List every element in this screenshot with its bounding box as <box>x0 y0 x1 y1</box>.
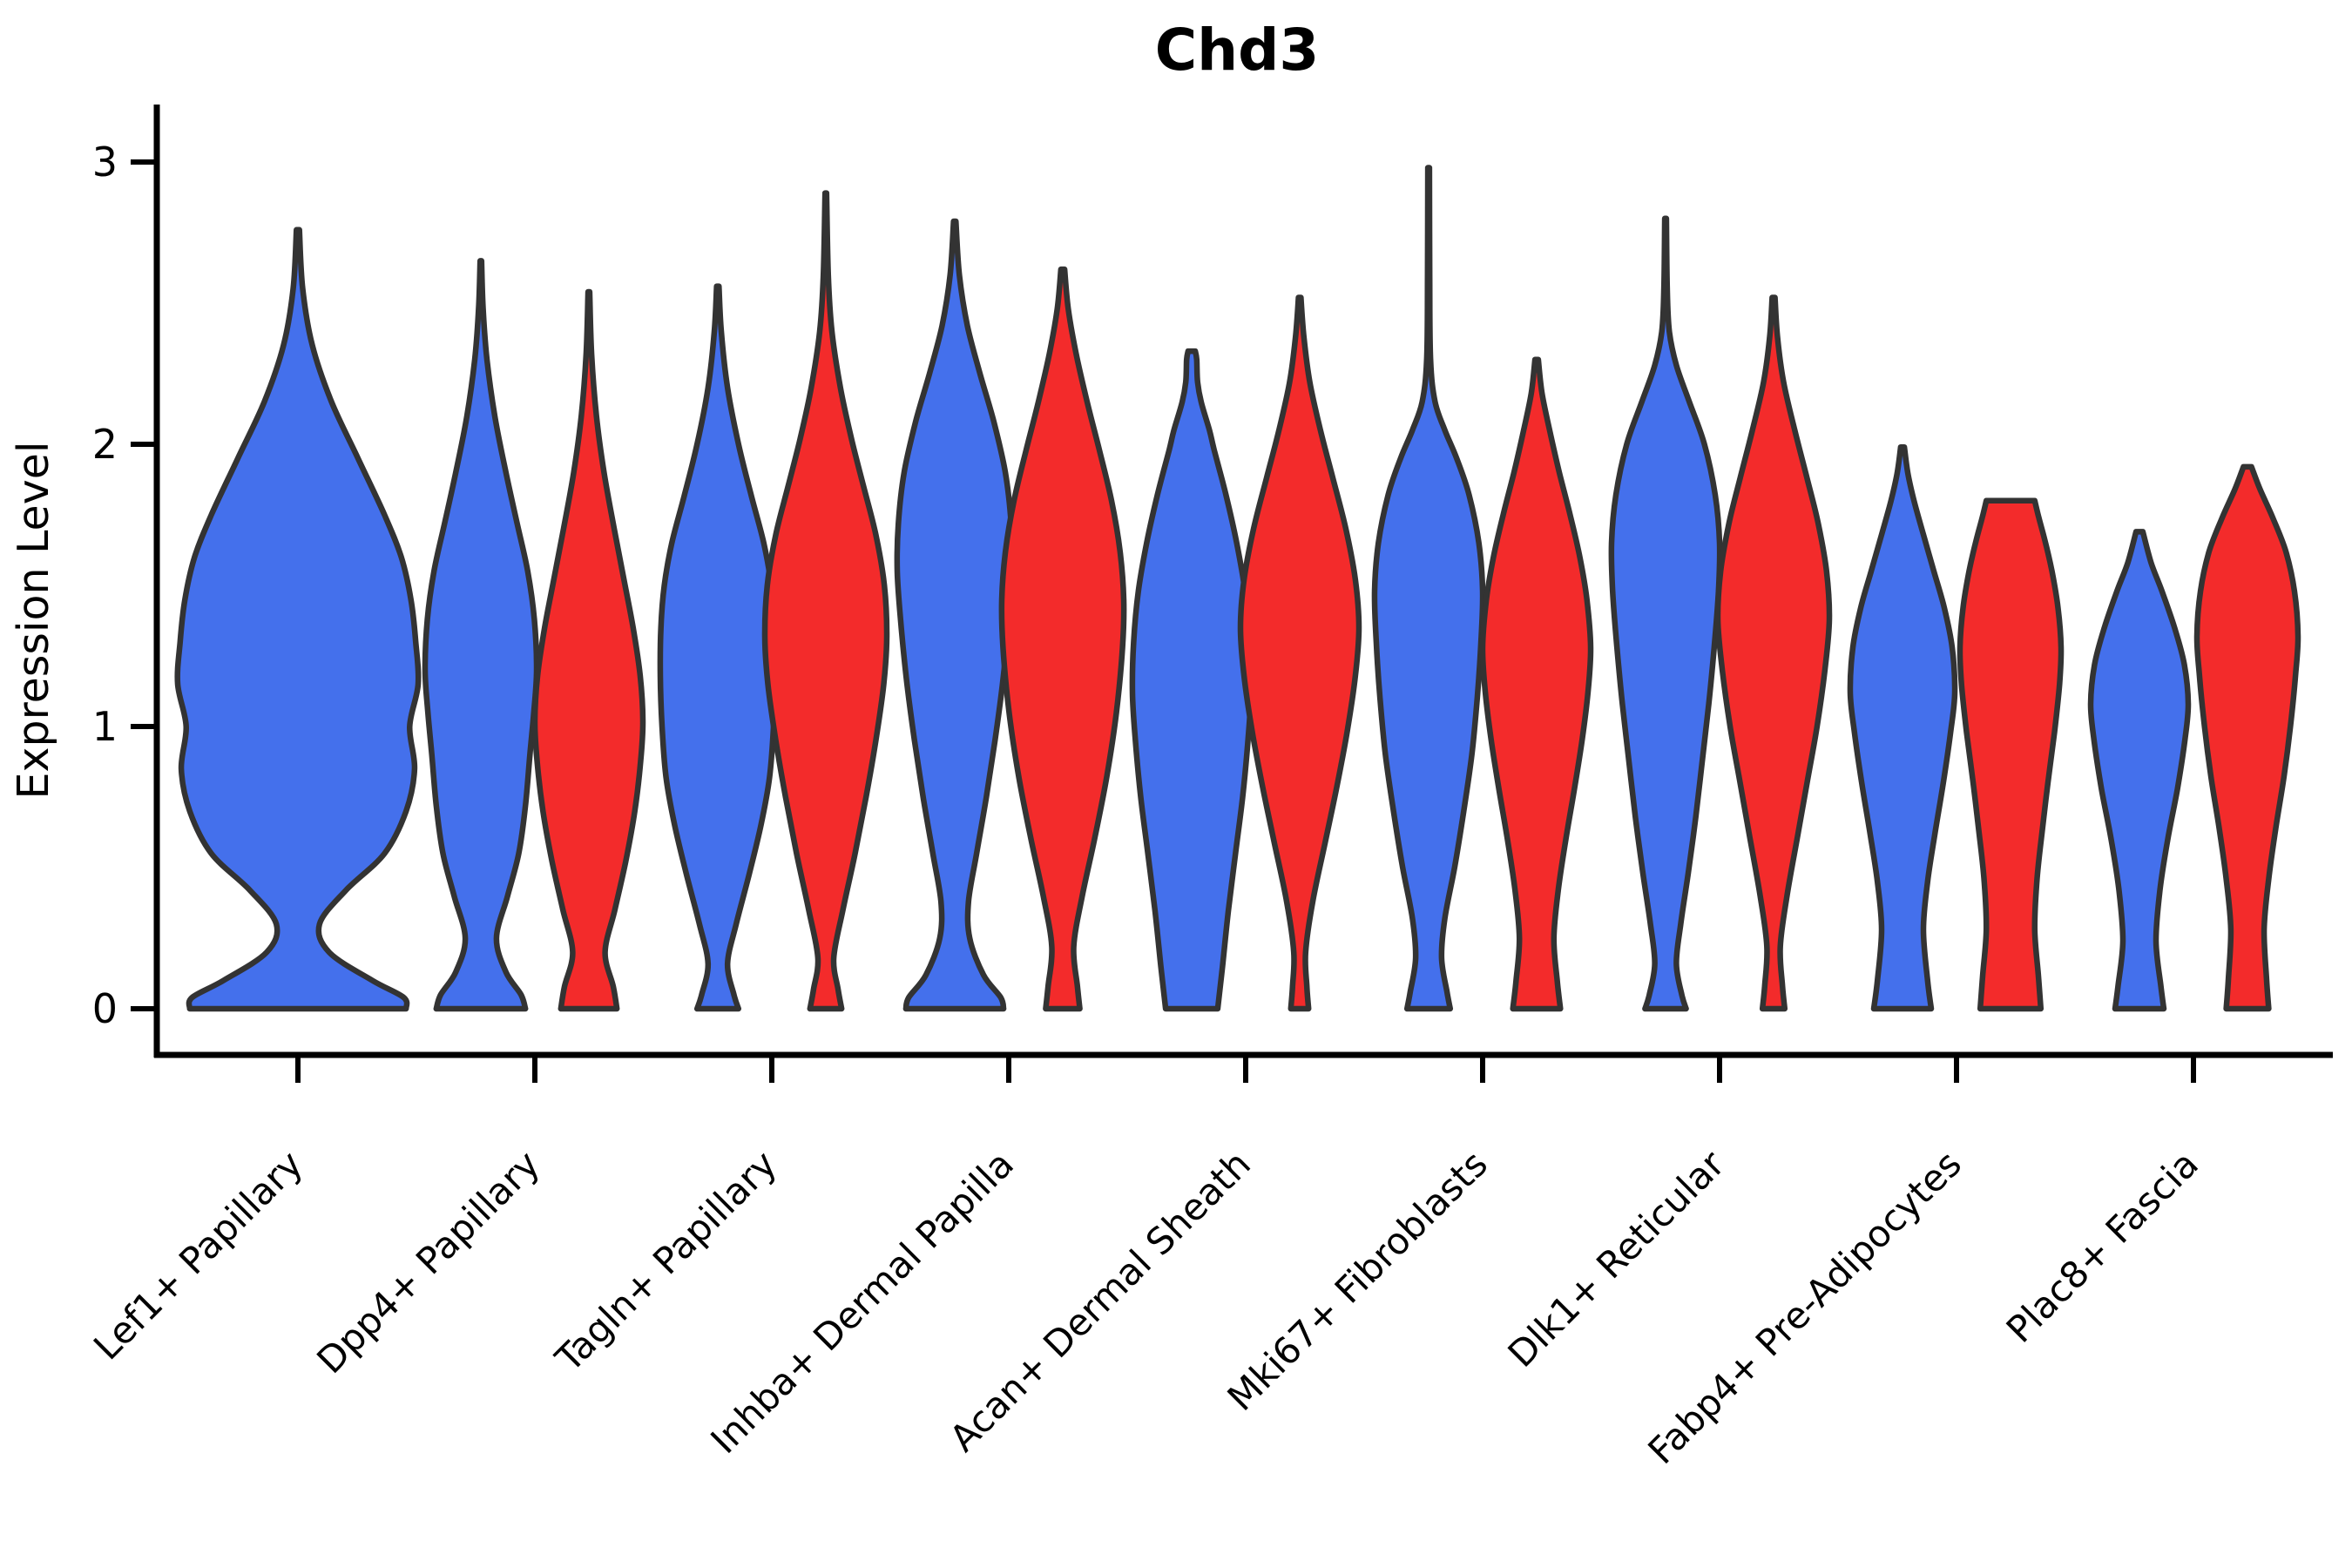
violins-layer <box>174 165 2301 1012</box>
violin-red-inhba-dermal-papilla <box>998 266 1127 1012</box>
y-tick-label: 1 <box>92 703 118 750</box>
y-tick-label: 0 <box>92 985 118 1032</box>
violin-red-mki67-fibroblasts <box>1479 356 1594 1012</box>
violin-blue-dlk1-reticular <box>1608 215 1723 1012</box>
violin-blue-fabp4-pre-adipocytes <box>1847 443 1958 1012</box>
y-tick-label: 2 <box>92 421 118 468</box>
violin-blue-tagln-papillary <box>657 283 779 1012</box>
x-tick-label-mki67-fibroblasts: Mki67+ Fibroblasts <box>1220 1142 1496 1418</box>
x-tick-label-lef1-papillary: Lef1+ Papillary <box>85 1142 311 1368</box>
violin-red-dpp4-papillary <box>531 288 646 1012</box>
violin-blue-lef1-papillary <box>174 226 422 1012</box>
violin-blue-mki67-fibroblasts <box>1371 165 1486 1012</box>
violin-blue-dpp4-papillary <box>422 258 540 1012</box>
x-tick-label-dlk1-reticular: Dlk1+ Reticular <box>1500 1142 1734 1375</box>
y-tick-label: 3 <box>92 139 118 186</box>
violin-blue-acan-dermal-sheath <box>1129 348 1254 1012</box>
violin-red-acan-dermal-sheath <box>1237 294 1362 1012</box>
violin-blue-plac8-fascia <box>2087 529 2192 1012</box>
y-axis-label: Expression Level <box>9 442 58 800</box>
chart-title: Chd3 <box>1155 17 1320 84</box>
violin-red-dlk1-reticular <box>1714 294 1833 1012</box>
violin-red-plac8-fascia <box>2193 463 2301 1012</box>
x-tick-label-tagln-papillary: Tagln+ Papillary <box>547 1142 785 1380</box>
x-tick-label-dpp4-papillary: Dpp4+ Papillary <box>308 1142 548 1382</box>
violin-red-tagln-papillary <box>761 190 890 1012</box>
x-tick-label-plac8-fascia: Plac8+ Fascia <box>1998 1142 2207 1350</box>
violin-blue-inhba-dermal-papilla <box>894 218 1016 1012</box>
violin-red-fabp4-pre-adipocytes <box>1957 497 2065 1012</box>
